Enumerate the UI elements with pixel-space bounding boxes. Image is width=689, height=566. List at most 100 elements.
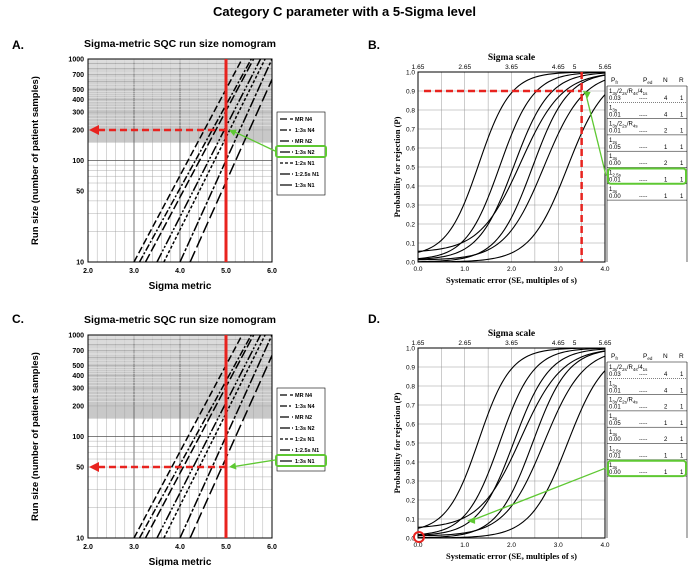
y-tick-label-0-9: 0.9	[406, 365, 415, 372]
table-pfr-6: 0.00	[609, 194, 621, 200]
y-tick-label-0-5: 0.5	[406, 441, 415, 448]
top-tick-label-4-65: 4.65	[552, 340, 565, 347]
table-ped-5: -----	[639, 178, 648, 184]
table-highlight-box	[607, 167, 687, 185]
nomogram-title: Sigma-metric SQC run size nomogram	[84, 38, 276, 50]
table-pfr-0: 0.03	[609, 96, 621, 102]
table-pfr-5: 0.01	[609, 178, 621, 184]
power-curve-1-3s-2-2s-r4s-n2	[417, 72, 606, 260]
y-tick-label-0-8: 0.8	[406, 108, 415, 115]
table-pfr-1: 0.01	[609, 112, 621, 118]
series-line-1-3s-n2	[156, 59, 262, 262]
readout-arrowhead	[89, 124, 99, 135]
y-tick-label-50: 50	[76, 189, 84, 196]
y-axis-label: Probability for rejection (P)	[392, 116, 402, 217]
table-pfr-5: 0.01	[609, 454, 621, 460]
power-curve-1-2s-n1	[417, 74, 606, 252]
panel-label-a: A.	[12, 38, 24, 52]
table-ped-3: -----	[639, 145, 648, 151]
legend-highlight-box	[275, 454, 327, 467]
table-n-3: 1	[664, 421, 668, 427]
y-tick-label-100: 100	[72, 158, 84, 165]
highlight-arrow	[472, 467, 607, 521]
y-tick-label-0-4: 0.4	[406, 460, 415, 467]
legend-entry-mr-n4: MR N4	[295, 393, 313, 399]
legend-box	[276, 387, 326, 472]
table-pfr-3: 0.05	[609, 421, 621, 427]
y-tick-label-0-3: 0.3	[406, 479, 415, 486]
panel-label-b: B.	[368, 38, 380, 52]
highlight-arrowhead	[582, 91, 591, 98]
x-tick-label-5-0: 5.0	[221, 268, 231, 275]
series-line-mr-n4	[133, 59, 243, 262]
x-tick-label-0-0: 0.0	[413, 542, 422, 549]
table-rule-2: 13s/22s/R4s	[609, 398, 638, 405]
table-r-0: 1	[680, 96, 684, 102]
x-tick-label-1-0: 1.0	[460, 266, 469, 273]
x-tick-label-1-0: 1.0	[460, 542, 469, 549]
table-header-0: Pfr	[611, 77, 619, 85]
table-r-3: 1	[680, 145, 684, 151]
top-tick-label-1-65: 1.65	[412, 64, 425, 71]
table-ped-2: -----	[639, 129, 648, 135]
series-line-1-3s-n2	[156, 335, 262, 538]
table-r-6: 1	[680, 194, 684, 200]
x-tick-label-4-0: 4.0	[600, 542, 609, 549]
x-tick-label-3-0: 3.0	[554, 266, 563, 273]
table-pfr-6: 0.00	[609, 470, 621, 476]
table-r-3: 1	[680, 421, 684, 427]
nomogram-title: Sigma-metric SQC run size nomogram	[84, 314, 276, 326]
y-tick-label-0-0: 0.0	[406, 536, 415, 543]
legend-entry-1-3s-n2: 1:3s N2	[295, 150, 315, 156]
power-curve-1-3s-n1	[417, 94, 606, 263]
table-n-3: 1	[664, 145, 668, 151]
table-n-0: 4	[664, 96, 668, 102]
y-tick-label-100: 100	[72, 434, 84, 441]
x-tick-label-2-0: 2.0	[507, 266, 516, 273]
y-tick-label-0-1: 0.1	[406, 241, 415, 248]
table-pfr-1: 0.01	[609, 388, 621, 394]
top-tick-label-5-65: 5.65	[599, 340, 612, 347]
y-tick-label-1-0: 1.0	[406, 70, 415, 77]
y-tick-label-1-0: 1.0	[406, 346, 415, 353]
table-r-4: 1	[680, 437, 684, 443]
table-ped-1: -----	[639, 112, 648, 118]
table-r-1: 1	[680, 112, 684, 118]
table-rule-3: 12s	[609, 414, 618, 421]
table-ped-3: -----	[639, 421, 648, 427]
table-n-4: 2	[664, 161, 668, 167]
y-tick-label-0-1: 0.1	[406, 517, 415, 524]
table-n-5: 1	[664, 178, 668, 184]
highlight-arrow	[584, 92, 607, 176]
table-r-2: 1	[680, 129, 684, 135]
top-tick-label-3-65: 3.65	[505, 64, 518, 71]
table-r-6: 1	[680, 470, 684, 476]
table-ped-2: -----	[639, 405, 648, 411]
figure-title: Category C parameter with a 5-Sigma leve…	[213, 4, 476, 19]
y-tick-label-0-2: 0.2	[406, 222, 415, 229]
top-tick-label-4-65: 4.65	[552, 64, 565, 71]
x-axis-label: Sigma metric	[149, 557, 212, 566]
table-rule-6: 13s	[609, 463, 618, 470]
legend-entry-1-2-5s-n1: 1:2.5s N1	[295, 448, 319, 454]
top-tick-label-3-65: 3.65	[505, 340, 518, 347]
table-pfr-4: 0.00	[609, 437, 621, 443]
series-line-1-2s-n1	[163, 335, 266, 538]
table-highlight-box	[607, 459, 687, 478]
table-pfr-0: 0.03	[609, 372, 621, 378]
x-tick-label-4-0: 4.0	[175, 544, 185, 551]
y-tick-label-300: 300	[72, 110, 84, 117]
table-ped-6: -----	[639, 194, 648, 200]
legend-entry-1-2s-n1: 1:2s N1	[295, 161, 315, 167]
highlight-arrowhead	[467, 516, 476, 524]
x-tick-label-6-0: 6.0	[267, 268, 277, 275]
y-tick-label-700: 700	[72, 348, 84, 355]
y-tick-label-0-7: 0.7	[406, 127, 415, 134]
power-curve-1-3s-n2	[417, 350, 606, 539]
top-tick-label-5-65: 5.65	[599, 64, 612, 71]
table-pfr-2: 0.01	[609, 405, 621, 411]
table-header-3: R	[679, 77, 684, 84]
